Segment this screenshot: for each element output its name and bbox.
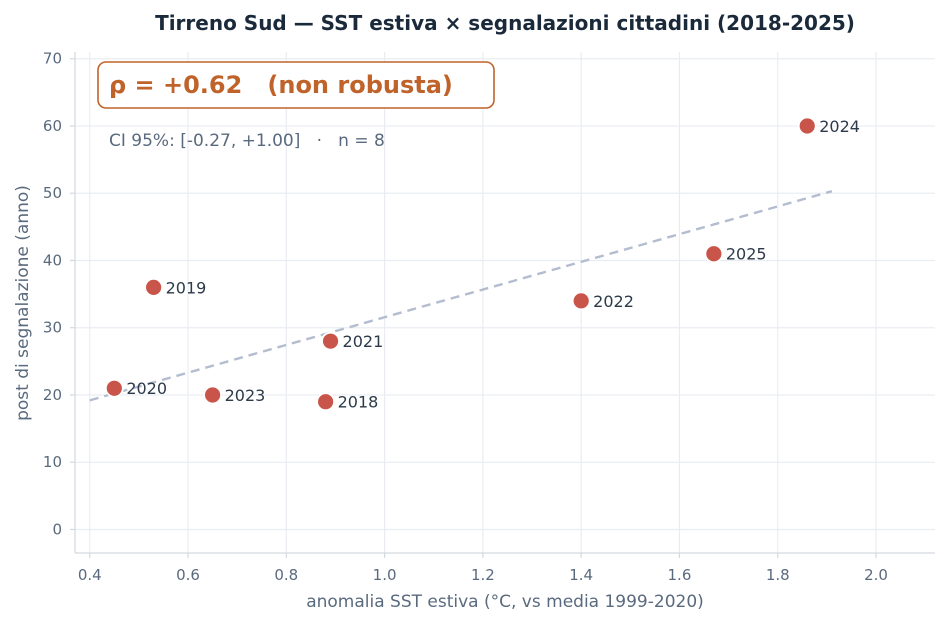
y-tick-label: 0 [52, 520, 62, 538]
correlation-box [97, 61, 495, 109]
y-tick-label: 20 [43, 386, 62, 404]
data-point [316, 392, 336, 412]
x-tick-label: 1.4 [569, 566, 593, 584]
point-label: 2019 [166, 278, 207, 297]
x-axis-label: anomalia SST estiva (°C, vs media 1999-2… [306, 592, 704, 612]
y-tick-label: 30 [43, 319, 62, 337]
x-tick-label: 1.6 [668, 566, 692, 584]
y-tick-label: 50 [43, 184, 62, 202]
y-tick-label: 10 [43, 453, 62, 471]
y-tick-label: 70 [43, 50, 62, 68]
x-tick-label: 0.4 [78, 566, 102, 584]
x-tick-label: 2.0 [864, 566, 888, 584]
point-label: 2024 [819, 117, 860, 136]
x-tick-label: 1.2 [471, 566, 495, 584]
data-point [797, 116, 817, 136]
point-label: 2022 [593, 292, 634, 311]
data-points: 2018 2019 2020 2021 2022 2023 2024 2025 [104, 116, 860, 412]
y-tick-label: 60 [43, 117, 62, 135]
x-tick-label: 0.8 [274, 566, 298, 584]
x-tick-label: 1.8 [766, 566, 790, 584]
point-label: 2025 [726, 245, 767, 264]
axes [74, 52, 935, 554]
y-tick-label: 40 [43, 251, 62, 269]
x-tick-labels: 0.4 0.6 0.8 1.0 1.2 1.4 1.6 1.8 2.0 [78, 553, 888, 584]
data-point [144, 277, 164, 297]
point-label: 2018 [338, 393, 379, 412]
data-point [203, 385, 223, 405]
x-tick-label: 1.0 [373, 566, 397, 584]
correlation-text: ρ = +0.62 (non robusta) [109, 71, 453, 99]
point-label: 2021 [343, 332, 384, 351]
data-point [104, 378, 124, 398]
point-label: 2020 [126, 379, 167, 398]
confidence-interval-text: CI 95%: [-0.27, +1.00] · n = 8 [109, 131, 385, 151]
data-point [704, 244, 724, 264]
chart-title: Tirreno Sud — SST estiva × segnalazioni … [155, 11, 855, 35]
trend-line [89, 190, 833, 402]
data-point [571, 291, 591, 311]
point-label: 2023 [225, 386, 266, 405]
y-axis-label: post di segnalazione (anno) [13, 185, 33, 421]
data-point [321, 331, 340, 351]
x-tick-label: 0.6 [176, 566, 200, 584]
y-tick-labels: 0 10 20 30 40 50 60 70 [43, 50, 75, 538]
